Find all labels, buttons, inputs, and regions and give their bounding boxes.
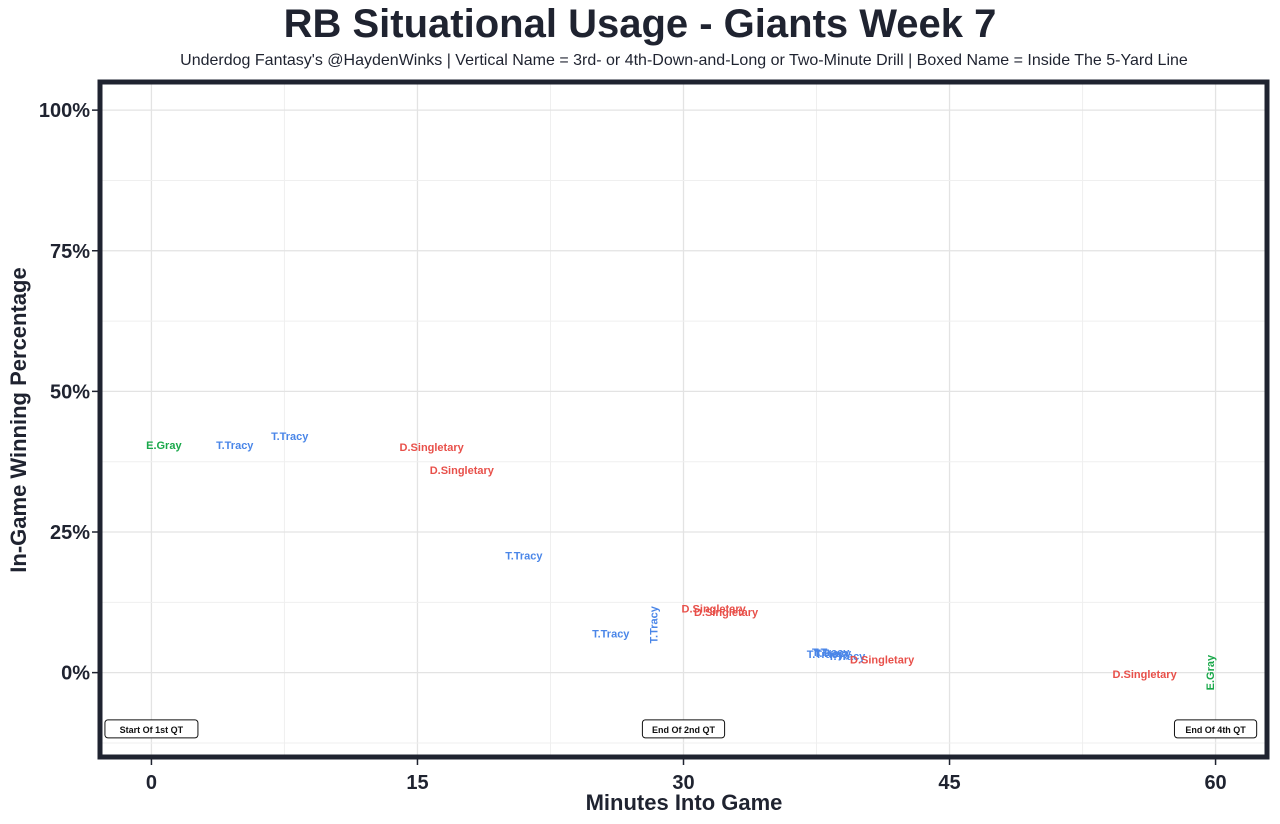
point-label: D.Singletary — [430, 465, 495, 477]
plot-frame — [97, 79, 1270, 760]
x-tick-label: 30 — [672, 772, 694, 794]
annotations: Start Of 1st QT End Of 2nd QT End Of 4th Q… — [104, 719, 1258, 739]
point-label: T.Tracy — [828, 651, 866, 663]
quarter-annotation-box — [104, 719, 199, 739]
point-label: D.Singletary — [400, 442, 465, 454]
quarter-annotation: Start Of 1st QT — [104, 719, 199, 739]
y-axis-label: In-Game Winning Percentage — [6, 267, 31, 572]
quarter-annotation-text: End Of 2nd QT — [652, 725, 715, 735]
y-tick-label: 25% — [50, 522, 90, 544]
y-tick-label: 100% — [39, 100, 90, 122]
point-label: D.Singletary — [850, 655, 915, 667]
point-label: D.Singletary — [694, 607, 759, 619]
point-label: T.Tracy — [814, 648, 852, 660]
point-label: T.Tracy — [648, 605, 660, 643]
y-tick-label: 75% — [50, 241, 90, 263]
quarter-annotation-text: Start Of 1st QT — [120, 725, 184, 735]
x-tick-label: 0 — [146, 772, 157, 794]
point-label: T.Tracy — [807, 649, 845, 661]
y-tick-label: 50% — [50, 381, 90, 403]
point-label: D.Singletary — [682, 604, 747, 616]
quarter-annotation: End Of 4th QT — [1173, 719, 1258, 739]
data-labels: E.Gray T.TracyT.TracyD.SingletaryD.Single… — [146, 431, 1217, 691]
point-label: D.Singletary — [1113, 669, 1178, 681]
quarter-annotation-text: End Of 4th QT — [1185, 725, 1246, 735]
point-label: T.Tracy — [812, 647, 850, 659]
point-label: E.Gray — [1205, 654, 1217, 690]
x-tick-label: 15 — [406, 772, 428, 794]
quarter-annotation-box — [1173, 719, 1258, 739]
y-tick-label: 0% — [61, 663, 90, 685]
chart-subtitle: Underdog Fantasy's @HaydenWinks | Vertic… — [180, 52, 1188, 69]
x-tick-label: 45 — [938, 772, 960, 794]
grid — [100, 82, 1267, 757]
point-label: E.Gray — [146, 440, 182, 452]
point-label: T.Tracy — [505, 551, 543, 563]
point-label: T.Tracy — [271, 431, 309, 443]
point-label: T.Tracy — [216, 440, 254, 452]
chart-title: RB Situational Usage - Giants Week 7 — [283, 2, 997, 46]
axis-ticks: 0 15 30 45 60 0% 25% 50% 75% 100% — [39, 100, 1227, 794]
x-tick-label: 60 — [1204, 772, 1226, 794]
quarter-annotation: End Of 2nd QT — [641, 719, 726, 739]
point-label: T.Tracy — [592, 628, 630, 640]
quarter-annotation-box — [641, 719, 726, 739]
x-axis-label: Minutes Into Game — [586, 790, 783, 815]
